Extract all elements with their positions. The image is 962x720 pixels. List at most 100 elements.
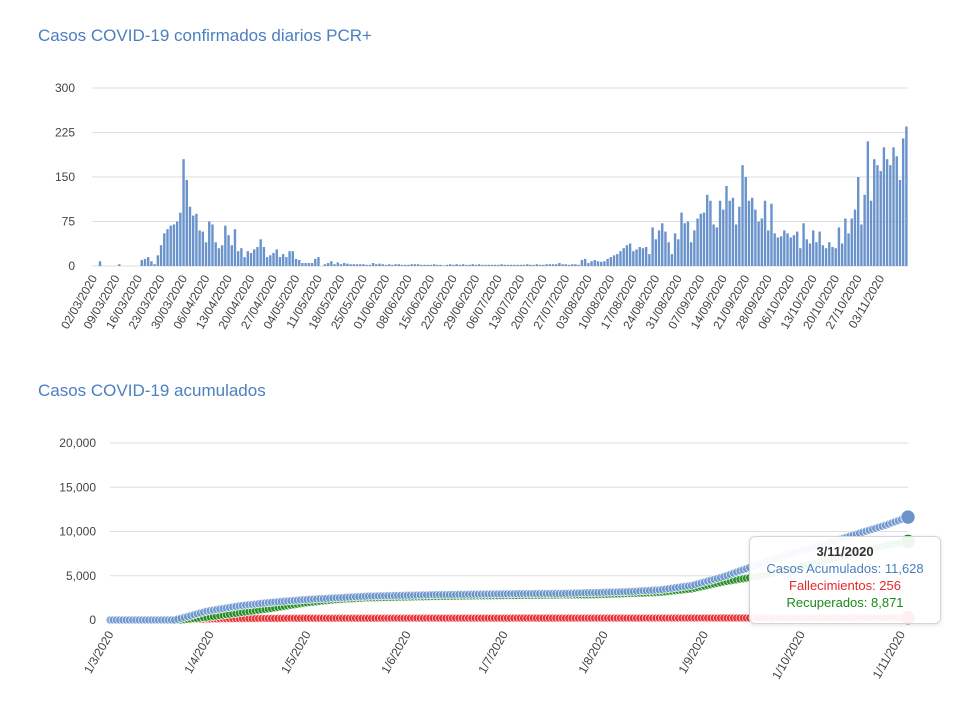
bar [510, 264, 513, 266]
x-tick-label: 1/11/2020 [870, 628, 909, 681]
bar [625, 245, 629, 266]
bar [744, 177, 747, 266]
bar [519, 264, 523, 266]
bar [147, 257, 150, 266]
bar [799, 248, 802, 266]
bar [805, 239, 809, 266]
bar [677, 239, 680, 266]
bar [648, 254, 651, 266]
bar [420, 264, 423, 266]
bar [847, 233, 850, 266]
bar [259, 239, 262, 266]
bar [217, 248, 221, 266]
bar [741, 165, 744, 266]
bar [606, 258, 609, 266]
bar [522, 264, 526, 266]
x-tick-label: 1/5/2020 [278, 628, 314, 676]
bar [779, 236, 783, 266]
bar [725, 185, 728, 266]
bar [712, 224, 715, 266]
bar [159, 245, 163, 266]
bar [487, 264, 490, 266]
bar [166, 229, 169, 266]
daily-cases-chart-title: Casos COVID-19 confirmados diarios PCR+ [38, 26, 372, 45]
bar [230, 245, 233, 266]
bar [815, 242, 818, 266]
bar [285, 257, 288, 266]
bar [612, 255, 616, 266]
bar [378, 263, 381, 266]
bar [294, 258, 298, 266]
bar [503, 264, 507, 266]
bar [484, 264, 487, 266]
bar [837, 227, 841, 266]
bar [365, 264, 368, 266]
bar [616, 254, 619, 266]
y-tick-label: 10,000 [59, 525, 96, 539]
bar [564, 264, 568, 266]
bar [722, 209, 725, 266]
bar [233, 229, 237, 266]
bar [227, 235, 230, 266]
y-tick-label: 0 [68, 259, 75, 273]
bar [400, 264, 404, 266]
bar [201, 231, 205, 266]
bar [346, 263, 349, 266]
bar [140, 260, 143, 266]
bar [317, 257, 320, 266]
bar [426, 264, 429, 266]
bar [783, 230, 786, 266]
bar [773, 233, 776, 266]
bar [706, 194, 709, 266]
bar [738, 206, 741, 266]
bar [734, 224, 738, 266]
bar [905, 126, 908, 266]
bar [731, 197, 735, 266]
bar [249, 252, 253, 266]
bar [577, 264, 580, 266]
bar [892, 147, 895, 266]
bar [689, 242, 693, 266]
bar [98, 261, 102, 266]
bar [840, 243, 844, 266]
bar [776, 237, 780, 266]
bar [269, 255, 272, 266]
bar [185, 179, 188, 266]
bar [529, 264, 532, 266]
bar [314, 258, 317, 266]
bar [747, 200, 751, 266]
bar [680, 212, 683, 266]
bar [474, 264, 478, 266]
bar [336, 262, 339, 266]
y-tick-label: 150 [55, 170, 75, 184]
bar [175, 221, 179, 266]
bar [452, 264, 455, 266]
bar [901, 138, 905, 266]
bar [304, 263, 307, 266]
bar [555, 264, 558, 266]
bar [821, 245, 825, 266]
bar [359, 264, 362, 266]
x-tick-label: 1/9/2020 [676, 628, 712, 676]
bar [150, 261, 153, 266]
bar [423, 264, 426, 266]
bar [683, 223, 686, 266]
y-tick-label: 15,000 [59, 480, 96, 494]
bar [767, 230, 770, 266]
bar [301, 263, 304, 266]
x-tick-label: 1/8/2020 [575, 628, 611, 676]
bar [850, 218, 853, 266]
x-tick-label: 1/4/2020 [181, 628, 217, 676]
bar [481, 264, 484, 266]
bar [885, 159, 889, 266]
bar [211, 224, 214, 266]
data-point [900, 509, 916, 525]
bar [628, 243, 632, 266]
bar [622, 248, 625, 266]
bar [686, 221, 690, 266]
bar [163, 233, 166, 266]
bar [432, 264, 436, 266]
bar [603, 261, 606, 266]
bar [831, 247, 834, 266]
bar [532, 264, 535, 266]
